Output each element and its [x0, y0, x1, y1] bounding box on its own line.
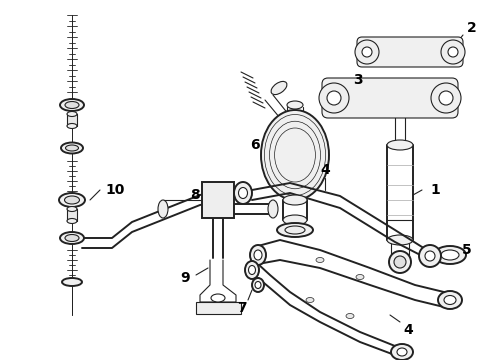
Ellipse shape: [261, 110, 329, 200]
Ellipse shape: [67, 123, 77, 129]
Text: 4: 4: [403, 323, 413, 337]
Ellipse shape: [397, 348, 407, 356]
Text: 3: 3: [353, 73, 363, 87]
Ellipse shape: [285, 226, 305, 234]
Ellipse shape: [248, 266, 255, 274]
Ellipse shape: [65, 234, 79, 242]
Ellipse shape: [277, 223, 313, 237]
FancyBboxPatch shape: [357, 37, 463, 67]
Ellipse shape: [444, 296, 456, 305]
Bar: [202, 182, 234, 218]
Text: 7: 7: [237, 301, 247, 315]
Ellipse shape: [441, 250, 459, 260]
Ellipse shape: [211, 294, 225, 302]
Ellipse shape: [389, 251, 411, 273]
Ellipse shape: [434, 246, 466, 264]
Text: 2: 2: [467, 21, 477, 35]
Ellipse shape: [362, 47, 372, 57]
Ellipse shape: [356, 274, 364, 279]
Ellipse shape: [394, 256, 406, 268]
Ellipse shape: [252, 278, 264, 292]
Ellipse shape: [67, 219, 77, 224]
Ellipse shape: [59, 193, 85, 207]
Ellipse shape: [158, 200, 168, 218]
Ellipse shape: [395, 104, 405, 109]
Ellipse shape: [425, 251, 435, 261]
Ellipse shape: [306, 297, 314, 302]
Text: 1: 1: [430, 183, 440, 197]
Ellipse shape: [271, 81, 287, 95]
Ellipse shape: [394, 93, 406, 107]
Text: 5: 5: [462, 243, 472, 257]
Ellipse shape: [283, 195, 307, 205]
Ellipse shape: [239, 188, 247, 198]
Ellipse shape: [283, 215, 307, 225]
Ellipse shape: [254, 250, 262, 260]
Ellipse shape: [245, 261, 259, 279]
Ellipse shape: [234, 182, 252, 204]
Ellipse shape: [268, 200, 278, 218]
Ellipse shape: [419, 245, 441, 267]
Ellipse shape: [327, 91, 341, 105]
Text: 6: 6: [250, 138, 260, 152]
Ellipse shape: [60, 99, 84, 111]
Ellipse shape: [255, 282, 261, 288]
Ellipse shape: [65, 102, 79, 108]
Ellipse shape: [438, 291, 462, 309]
Ellipse shape: [439, 91, 453, 105]
Text: 9: 9: [180, 271, 190, 285]
Bar: [67, 114, 77, 126]
Ellipse shape: [391, 344, 413, 360]
Ellipse shape: [60, 232, 84, 244]
Ellipse shape: [67, 207, 77, 212]
Ellipse shape: [387, 140, 413, 150]
Ellipse shape: [387, 235, 413, 245]
Ellipse shape: [448, 47, 458, 57]
Ellipse shape: [67, 112, 77, 117]
Text: 8: 8: [190, 188, 200, 202]
Ellipse shape: [250, 245, 266, 265]
Ellipse shape: [62, 278, 82, 286]
Ellipse shape: [66, 145, 78, 151]
Ellipse shape: [65, 196, 79, 204]
Text: 4: 4: [320, 163, 330, 177]
Ellipse shape: [316, 257, 324, 262]
Text: 10: 10: [105, 183, 124, 197]
FancyBboxPatch shape: [322, 78, 458, 118]
Ellipse shape: [355, 40, 379, 64]
Ellipse shape: [61, 143, 83, 153]
Ellipse shape: [346, 314, 354, 319]
Bar: [67, 209, 77, 221]
Ellipse shape: [441, 40, 465, 64]
Bar: [196, 302, 241, 314]
Ellipse shape: [319, 83, 349, 113]
Ellipse shape: [287, 101, 303, 109]
Ellipse shape: [431, 83, 461, 113]
